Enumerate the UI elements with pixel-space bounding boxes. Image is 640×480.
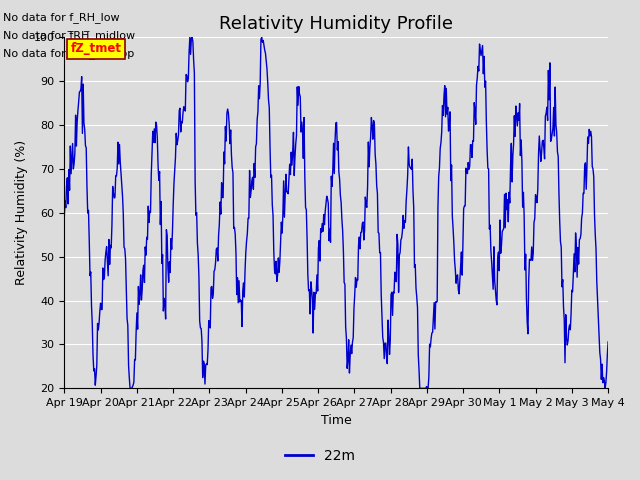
X-axis label: Time: Time [321, 414, 351, 427]
Text: No data for f̅RH̅_midlow: No data for f̅RH̅_midlow [3, 30, 135, 41]
Text: No data for f̅RH̅_midtop: No data for f̅RH̅_midtop [3, 48, 134, 60]
Legend: 22m: 22m [280, 443, 360, 468]
Title: Relativity Humidity Profile: Relativity Humidity Profile [220, 15, 453, 33]
Text: fZ_tmet: fZ_tmet [70, 42, 122, 55]
Text: No data for f_RH_low: No data for f_RH_low [3, 12, 120, 23]
Y-axis label: Relativity Humidity (%): Relativity Humidity (%) [15, 140, 28, 286]
